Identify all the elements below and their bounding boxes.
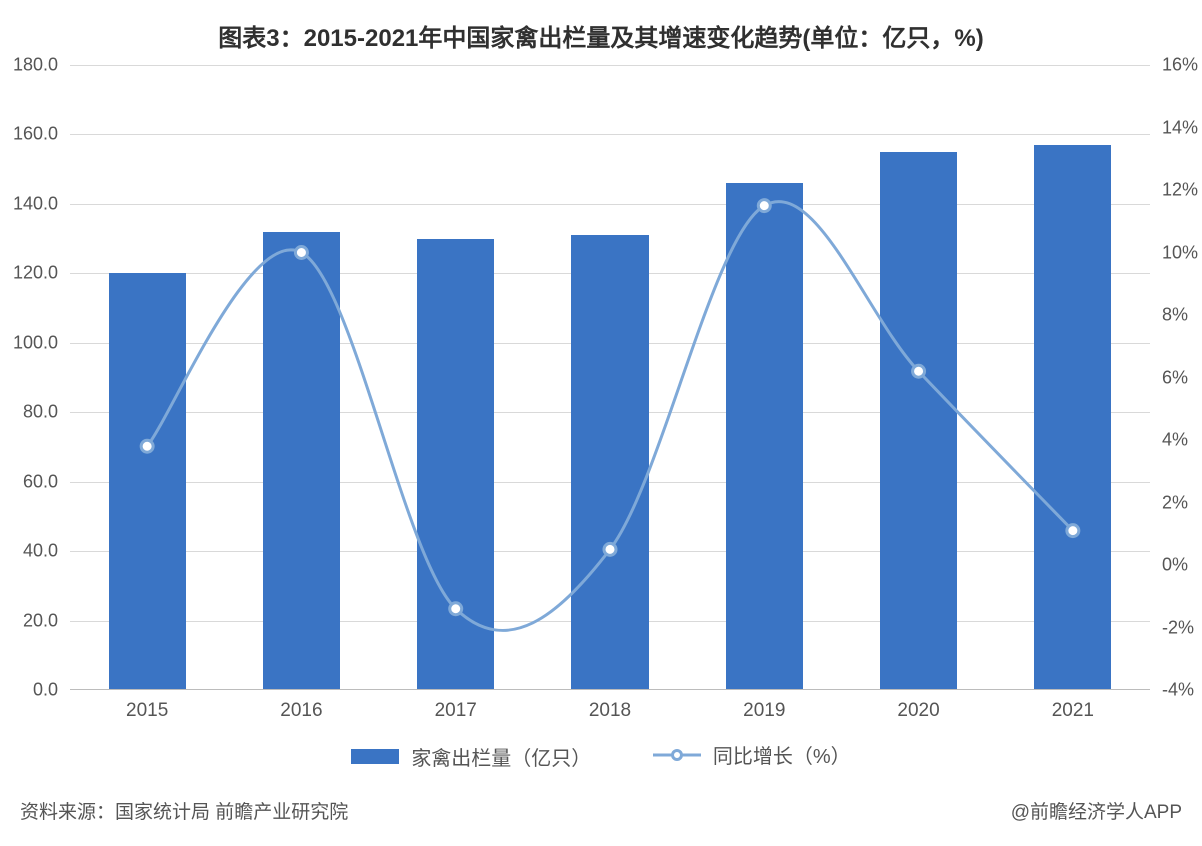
x-tick: 2020 (897, 700, 939, 722)
y-left-tick: 20.0 (23, 610, 58, 631)
y-right-tick: 14% (1162, 117, 1198, 138)
chart-title: 图表3：2015-2021年中国家禽出栏量及其增速变化趋势(单位：亿只，%) (0, 0, 1202, 63)
y-left-tick: 100.0 (13, 332, 58, 353)
legend-item-line: 同比增长（%） (653, 740, 851, 769)
x-tick: 2015 (126, 700, 168, 722)
y-left-tick: 60.0 (23, 471, 58, 492)
line-marker (1067, 525, 1079, 537)
y-right-tick: -4% (1162, 680, 1194, 701)
legend-bar-label: 家禽出栏量（亿只） (411, 742, 591, 771)
x-tick: 2019 (743, 700, 785, 722)
x-tick: 2018 (589, 700, 631, 722)
y-left-tick: 0.0 (33, 680, 58, 701)
line-series (70, 65, 1150, 690)
legend-swatch-bar (351, 749, 399, 764)
chart-footer: 资料来源：国家统计局 前瞻产业研究院 @前瞻经济学人APP (20, 797, 1182, 824)
y-left-tick: 180.0 (13, 55, 58, 76)
line-marker (913, 365, 925, 377)
y-right-tick: 2% (1162, 492, 1188, 513)
attribution-text: @前瞻经济学人APP (1011, 797, 1182, 824)
y-right-tick: -2% (1162, 617, 1194, 638)
y-left-tick: 120.0 (13, 263, 58, 284)
y-right-tick: 16% (1162, 55, 1198, 76)
line-marker (141, 440, 153, 452)
chart-plot-area: 0.020.040.060.080.0100.0120.0140.0160.01… (70, 65, 1150, 690)
y-right-tick: 8% (1162, 305, 1188, 326)
x-tick: 2016 (280, 700, 322, 722)
legend-swatch-line (653, 746, 701, 764)
chart-legend: 家禽出栏量（亿只） 同比增长（%） (0, 740, 1202, 771)
y-right-tick: 6% (1162, 367, 1188, 388)
line-marker (295, 247, 307, 259)
x-tick: 2017 (435, 700, 477, 722)
source-text: 资料来源：国家统计局 前瞻产业研究院 (20, 797, 348, 824)
line-marker (604, 543, 616, 555)
y-right-tick: 10% (1162, 242, 1198, 263)
y-left-tick: 160.0 (13, 124, 58, 145)
source-prefix: 资料来源： (20, 802, 115, 823)
line-marker (450, 603, 462, 615)
y-right-tick: 12% (1162, 180, 1198, 201)
line-marker (758, 200, 770, 212)
source-body: 国家统计局 前瞻产业研究院 (115, 802, 348, 823)
y-right-tick: 4% (1162, 430, 1188, 451)
legend-item-bar: 家禽出栏量（亿只） (351, 742, 591, 771)
line-path (147, 202, 1073, 631)
y-left-tick: 40.0 (23, 541, 58, 562)
legend-line-marker (671, 749, 683, 761)
x-tick: 2021 (1052, 700, 1094, 722)
y-right-tick: 0% (1162, 555, 1188, 576)
y-left-tick: 80.0 (23, 402, 58, 423)
y-left-tick: 140.0 (13, 193, 58, 214)
x-axis (70, 689, 1150, 690)
legend-line-label: 同比增长（%） (713, 740, 851, 769)
